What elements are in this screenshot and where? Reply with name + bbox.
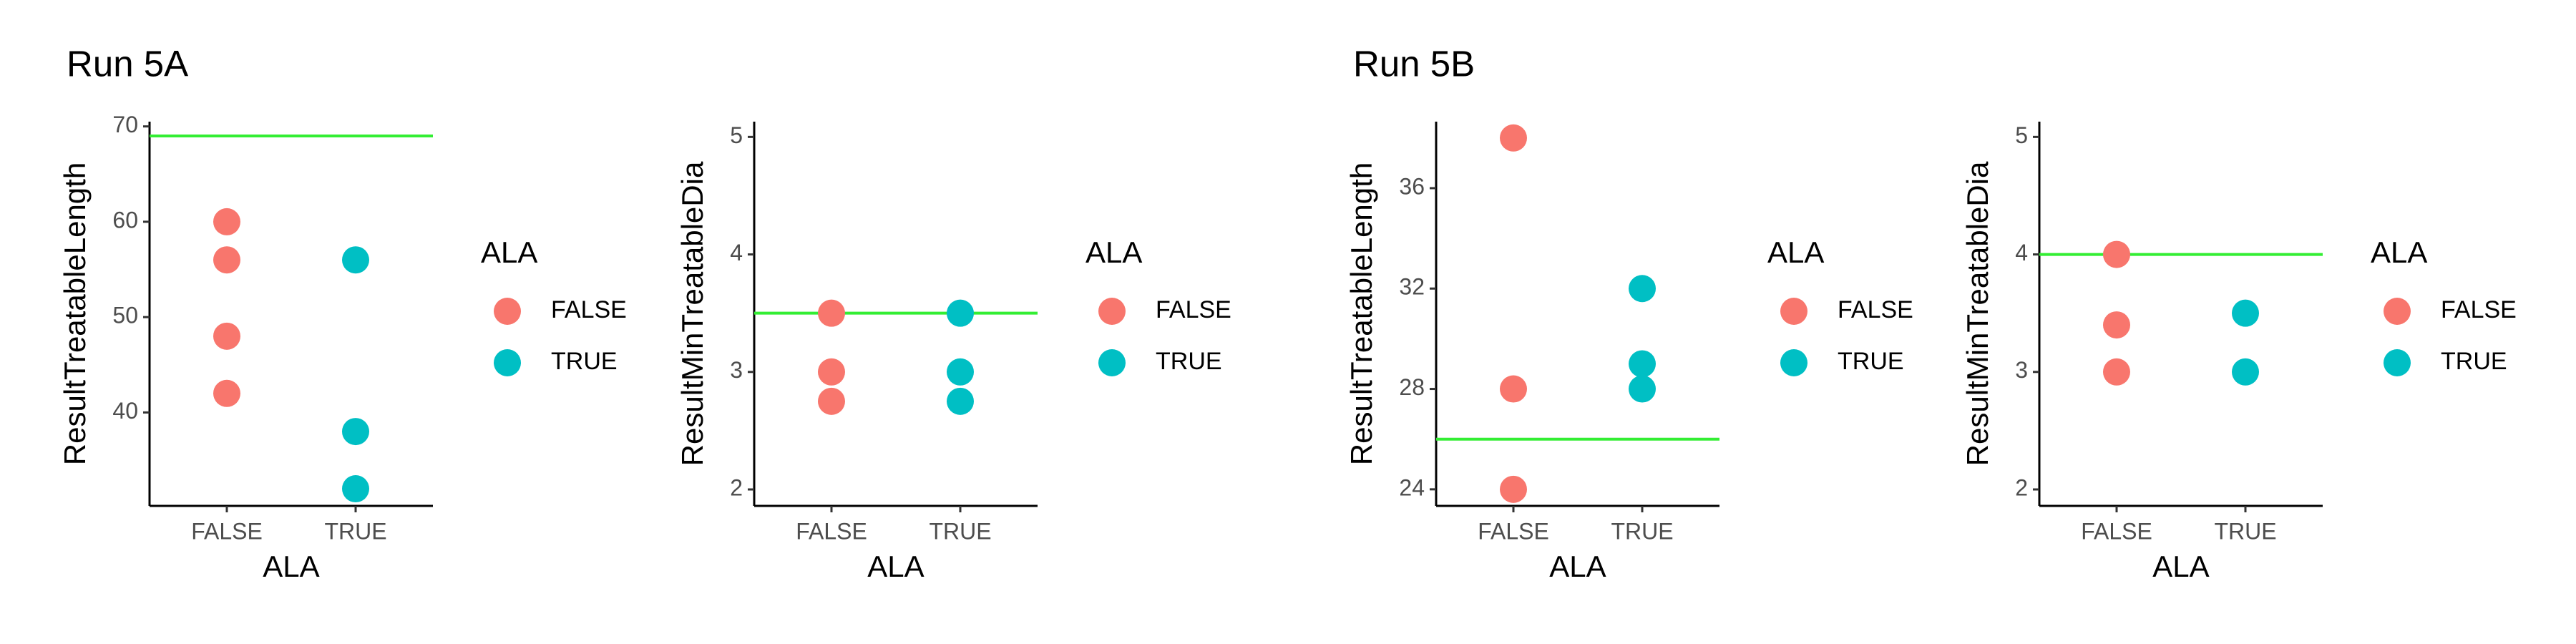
point	[2103, 358, 2130, 386]
x-tick-label: FALSE	[796, 518, 867, 544]
point	[1629, 275, 1656, 303]
point	[342, 475, 369, 503]
x-tick-label: FALSE	[1478, 518, 1549, 544]
point	[1500, 475, 1527, 503]
legend-title: ALA	[1085, 235, 1142, 269]
legend-label: FALSE	[1156, 296, 1231, 323]
y-tick-label: 36	[1399, 173, 1425, 199]
point	[342, 418, 369, 446]
y-tick-label: 5	[2015, 122, 2028, 148]
legend-key	[1098, 349, 1126, 376]
y-tick-label: 5	[730, 122, 743, 148]
point	[818, 358, 845, 386]
y-axis-label: ResultMinTreatableDia	[1961, 161, 1994, 466]
y-tick-label: 50	[112, 303, 138, 328]
point	[2232, 299, 2259, 327]
point	[2103, 311, 2130, 339]
legend-label: FALSE	[1838, 296, 1913, 323]
point	[2232, 358, 2259, 386]
legend-key	[494, 298, 521, 325]
panel-title: Run 5B	[1353, 43, 1475, 84]
point	[1629, 350, 1656, 378]
point	[2103, 240, 2130, 268]
legend-key	[494, 349, 521, 376]
point	[1500, 375, 1527, 403]
legend-title: ALA	[481, 235, 537, 269]
y-tick-label: 4	[730, 240, 743, 265]
x-tick-label: TRUE	[2214, 518, 2276, 544]
x-tick-label: TRUE	[324, 518, 386, 544]
point	[818, 299, 845, 327]
y-tick-label: 60	[112, 207, 138, 233]
legend-key	[1098, 298, 1126, 325]
point	[947, 358, 974, 386]
legend-title: ALA	[1767, 235, 1824, 269]
y-tick-label: 3	[2015, 357, 2028, 383]
legend-label: TRUE	[1156, 348, 1222, 375]
legend-label: FALSE	[551, 296, 627, 323]
x-axis-label: ALA	[867, 550, 924, 583]
y-tick-label: 4	[2015, 240, 2028, 265]
point	[947, 299, 974, 327]
point	[213, 208, 240, 235]
y-axis-label: ResultMinTreatableDia	[675, 161, 709, 466]
point	[947, 387, 974, 415]
legend-key	[1780, 298, 1807, 325]
point	[213, 379, 240, 407]
x-axis-label: ALA	[2152, 550, 2209, 583]
legend-key	[2384, 349, 2411, 376]
legend-key	[1780, 349, 1807, 376]
legend-label: FALSE	[2441, 296, 2517, 323]
legend-title: ALA	[2371, 235, 2427, 269]
x-tick-label: TRUE	[929, 518, 991, 544]
y-tick-label: 2	[730, 474, 743, 500]
point	[342, 246, 369, 274]
y-tick-label: 70	[112, 112, 138, 137]
y-tick-label: 3	[730, 357, 743, 383]
legend-label: TRUE	[2441, 348, 2507, 375]
x-axis-label: ALA	[1549, 550, 1606, 583]
y-axis-label: ResultTreatableLength	[1345, 162, 1378, 465]
y-tick-label: 2	[2015, 474, 2028, 500]
legend-label: TRUE	[1838, 348, 1904, 375]
point	[818, 387, 845, 415]
x-axis-label: ALA	[263, 550, 319, 583]
x-tick-label: TRUE	[1611, 518, 1673, 544]
y-tick-label: 40	[112, 398, 138, 424]
panel-title: Run 5A	[67, 43, 188, 84]
legend-key	[2384, 298, 2411, 325]
point	[213, 322, 240, 350]
y-tick-label: 28	[1399, 374, 1425, 400]
point	[1500, 124, 1527, 152]
y-axis-label: ResultTreatableLength	[58, 162, 92, 465]
point	[1629, 375, 1656, 403]
legend-label: TRUE	[551, 348, 618, 375]
y-tick-label: 32	[1399, 274, 1425, 300]
y-tick-label: 24	[1399, 474, 1425, 500]
x-tick-label: FALSE	[191, 518, 263, 544]
x-tick-label: FALSE	[2081, 518, 2152, 544]
point	[213, 246, 240, 274]
